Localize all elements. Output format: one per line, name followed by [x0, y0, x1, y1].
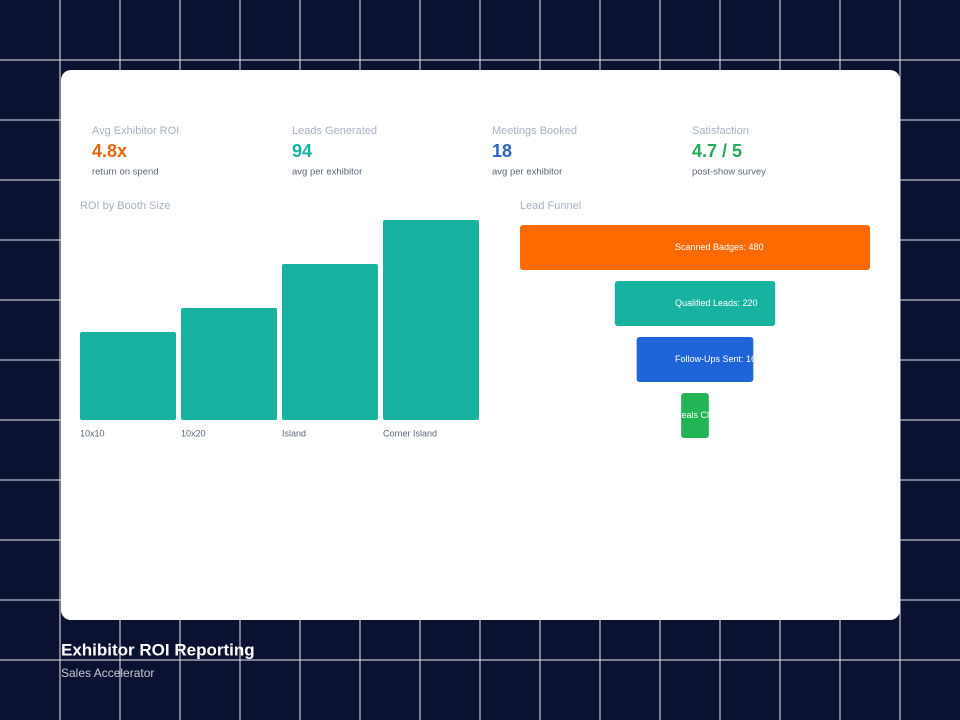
kpi-value: 4.7 / 5 [692, 141, 742, 161]
bar [383, 220, 479, 420]
kpi-label: Leads Generated [292, 125, 377, 137]
chart-title: ROI by Booth Size [80, 200, 171, 212]
funnel-stage [520, 225, 870, 270]
funnel-label: Qualified Leads: 220 [675, 298, 758, 308]
kpi-note: avg per exhibitor [492, 167, 562, 178]
page-subtitle: Sales Accelerator [61, 666, 154, 680]
funnel-stage [681, 393, 709, 438]
funnel-label: Deals Closed: 38 [675, 410, 744, 420]
kpi-value: 4.8x [92, 141, 127, 161]
kpi-value: 18 [492, 141, 512, 161]
x-tick-label: Corner Island [383, 428, 437, 438]
kpi-value: 94 [292, 141, 312, 161]
kpi-label: Satisfaction [692, 125, 749, 137]
kpi-note: avg per exhibitor [292, 167, 362, 178]
bar [282, 264, 378, 420]
bar [80, 332, 176, 420]
kpi-label: Avg Exhibitor ROI [92, 125, 179, 137]
card [61, 70, 900, 620]
kpi-note: post-show survey [692, 167, 766, 178]
chart-title: Lead Funnel [520, 200, 581, 212]
x-tick-label: 10x10 [80, 428, 105, 438]
funnel-label: Scanned Badges: 480 [675, 242, 764, 252]
funnel-stage [614, 281, 776, 326]
bar [181, 308, 277, 420]
x-tick-label: 10x20 [181, 428, 206, 438]
kpi-label: Meetings Booked [492, 125, 577, 137]
kpi-note: return on spend [92, 167, 159, 178]
x-tick-label: Island [282, 428, 306, 438]
funnel-label: Follow-Ups Sent: 160 [675, 354, 761, 364]
funnel-stage [636, 337, 754, 382]
page-title: Exhibitor ROI Reporting [61, 640, 255, 659]
